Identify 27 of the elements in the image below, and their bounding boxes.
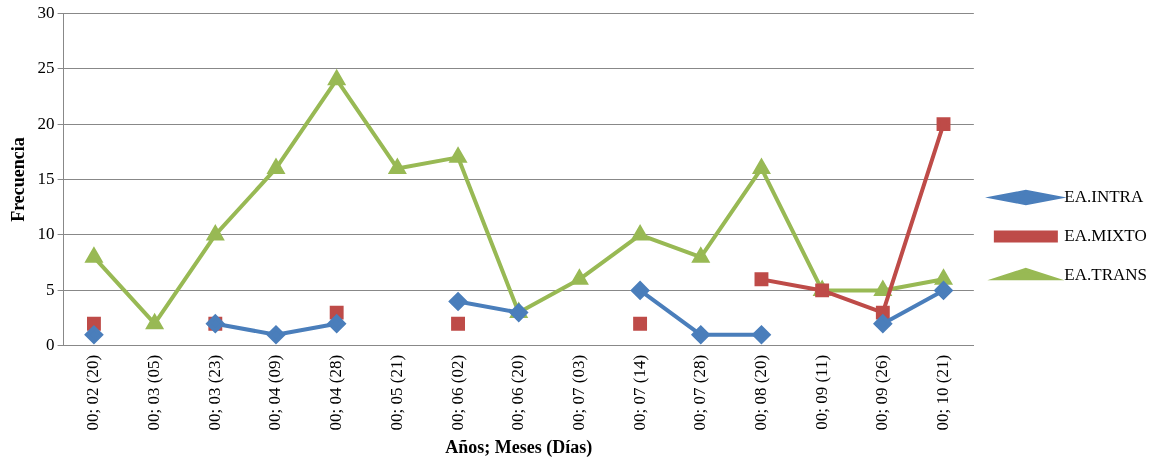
x-tick-label: 00; 07 (28) [690,354,710,431]
x-tick-label: 00; 04 (28) [326,354,346,431]
x-tick-label: 00; 10 (21) [932,354,952,431]
x-tick-label: 00; 05 (21) [386,354,406,431]
x-axis-title: Años; Meses (Días) [445,436,593,458]
x-tick-label: 00; 02 (20) [83,354,103,431]
legend-label: EA.TRANS [1064,264,1148,284]
x-tick-label: 00; 04 (09) [265,354,285,431]
y-tick-label: 25 [37,58,55,78]
x-tick-label: 00; 07 (14) [629,354,649,431]
y-axis-title: Frecuencia [8,137,29,222]
y-tick-label: 30 [37,2,55,22]
y-tick-label: 0 [46,335,55,355]
legend-label: EA.MIXTO [1064,225,1147,245]
x-tick-label: 00; 03 (05) [144,354,164,431]
x-tick-label: 00; 03 (23) [204,354,224,431]
y-tick-label: 5 [46,279,55,299]
x-tick-label: 00; 06 (20) [508,354,528,431]
x-tick-label: 00; 09 (11) [811,354,831,430]
y-tick-label: 15 [37,169,55,188]
x-tick-label: 00; 06 (02) [447,354,467,431]
y-tick-label: 10 [37,224,55,244]
x-tick-label: 00; 08 (20) [750,354,770,431]
legend-label: EA.INTRA [1064,186,1144,206]
x-tick-label: 00; 09 (26) [872,354,892,431]
y-tick-label: 20 [37,113,55,133]
x-tick-label: 00; 07 (03) [568,354,588,431]
